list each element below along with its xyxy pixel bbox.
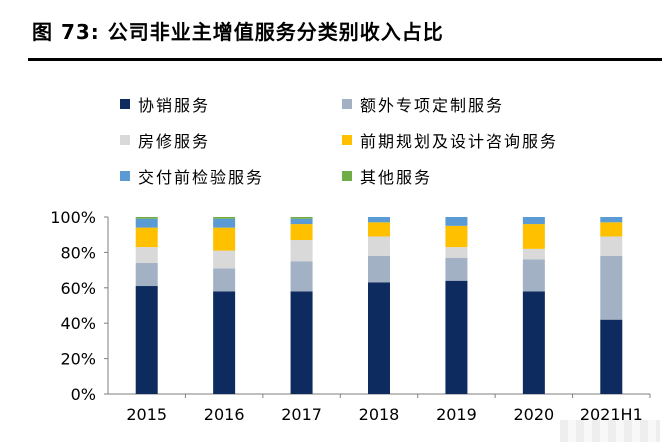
bar-2019-series-1 bbox=[445, 257, 468, 281]
x-tick-label: 2016 bbox=[204, 405, 245, 424]
legend-item-2: 房修服务 bbox=[120, 128, 210, 152]
bar-2020-series-1 bbox=[522, 259, 545, 292]
y-tick-label: 100% bbox=[50, 208, 96, 227]
figure-title: 图 73: 公司非业主增值服务分类别收入占比 bbox=[32, 20, 444, 44]
bar-2015-series-2 bbox=[135, 247, 158, 264]
bar-2021H1-series-3 bbox=[600, 222, 623, 237]
bar-2015-series-4 bbox=[135, 218, 158, 228]
y-tick-label: 80% bbox=[60, 243, 96, 262]
bar-2017-series-1 bbox=[290, 261, 313, 292]
bar-2019-series-2 bbox=[445, 247, 468, 258]
bar-2015-series-5 bbox=[135, 217, 158, 219]
bar-2015-series-1 bbox=[135, 263, 158, 287]
bar-2017-series-3 bbox=[290, 224, 313, 241]
legend-item-1: 额外专项定制服务 bbox=[342, 92, 504, 116]
bar-2017-series-2 bbox=[290, 240, 313, 262]
bar-2020-series-2 bbox=[522, 248, 545, 260]
legend-swatch-0 bbox=[120, 99, 130, 109]
bar-2018-series-3 bbox=[368, 222, 390, 237]
legend-label-5: 其他服务 bbox=[360, 168, 433, 187]
bar-2017-series-4 bbox=[290, 218, 313, 225]
x-tick-label: 2015 bbox=[126, 405, 167, 424]
bar-2016-series-3 bbox=[213, 227, 236, 251]
legend-label-4: 交付前检验服务 bbox=[138, 168, 265, 187]
y-tick-label: 40% bbox=[60, 314, 96, 333]
bar-2019-series-4 bbox=[445, 217, 468, 226]
legend-item-5: 其他服务 bbox=[342, 164, 432, 188]
bar-2016-series-4 bbox=[213, 218, 236, 228]
bar-2021H1-series-1 bbox=[600, 255, 623, 320]
legend-swatch-2 bbox=[120, 135, 130, 145]
title-divider bbox=[28, 58, 662, 61]
legend-label-3: 前期规划及设计咨询服务 bbox=[360, 132, 559, 151]
x-tick-label: 2020 bbox=[513, 405, 554, 424]
watermark-blur bbox=[560, 420, 660, 442]
legend-item-0: 协销服务 bbox=[120, 92, 210, 116]
x-tick-label: 2019 bbox=[436, 405, 477, 424]
legend-swatch-4 bbox=[120, 171, 130, 181]
legend-label-0: 协销服务 bbox=[138, 96, 211, 115]
chart-legend: 协销服务 额外专项定制服务 房修服务 前期规划及设计咨询服务 交付前检验服务 其… bbox=[0, 0, 670, 200]
bar-2018-series-0 bbox=[368, 282, 390, 394]
bar-2017-series-5 bbox=[290, 217, 313, 219]
bar-2021H1-series-0 bbox=[600, 319, 623, 394]
figure-header: 图 73: 公司非业主增值服务分类别收入占比 bbox=[0, 0, 670, 61]
bar-2019-series-0 bbox=[445, 280, 468, 394]
bar-2019-series-3 bbox=[445, 225, 468, 248]
bar-2020-series-3 bbox=[522, 224, 545, 249]
bar-2021H1-series-2 bbox=[600, 236, 623, 256]
bar-2017-series-0 bbox=[290, 291, 313, 394]
legend-item-4: 交付前检验服务 bbox=[120, 164, 264, 188]
x-tick-label: 2021H1 bbox=[580, 405, 643, 424]
y-tick-label: 0% bbox=[71, 385, 96, 404]
bar-2015-series-0 bbox=[135, 286, 158, 394]
bar-2016-series-1 bbox=[213, 268, 236, 292]
legend-label-1: 额外专项定制服务 bbox=[360, 96, 505, 115]
y-tick-label: 20% bbox=[60, 350, 96, 369]
legend-swatch-1 bbox=[342, 99, 352, 109]
bar-2020-series-0 bbox=[522, 291, 545, 394]
legend-swatch-3 bbox=[342, 135, 352, 145]
legend-swatch-5 bbox=[342, 171, 352, 181]
bar-2016-series-0 bbox=[213, 291, 236, 394]
x-tick-label: 2017 bbox=[281, 405, 322, 424]
bar-2020-series-4 bbox=[522, 217, 545, 225]
bar-2016-series-5 bbox=[213, 217, 236, 219]
bar-2018-series-2 bbox=[368, 236, 390, 256]
x-tick-label: 2018 bbox=[359, 405, 400, 424]
legend-item-3: 前期规划及设计咨询服务 bbox=[342, 128, 558, 152]
y-tick-label: 60% bbox=[60, 279, 96, 298]
bar-2016-series-2 bbox=[213, 250, 236, 269]
bar-2015-series-3 bbox=[135, 227, 158, 248]
bar-2021H1-series-4 bbox=[600, 217, 623, 223]
legend-label-2: 房修服务 bbox=[138, 132, 211, 151]
bar-2018-series-1 bbox=[368, 255, 390, 283]
bar-2018-series-4 bbox=[368, 217, 390, 223]
